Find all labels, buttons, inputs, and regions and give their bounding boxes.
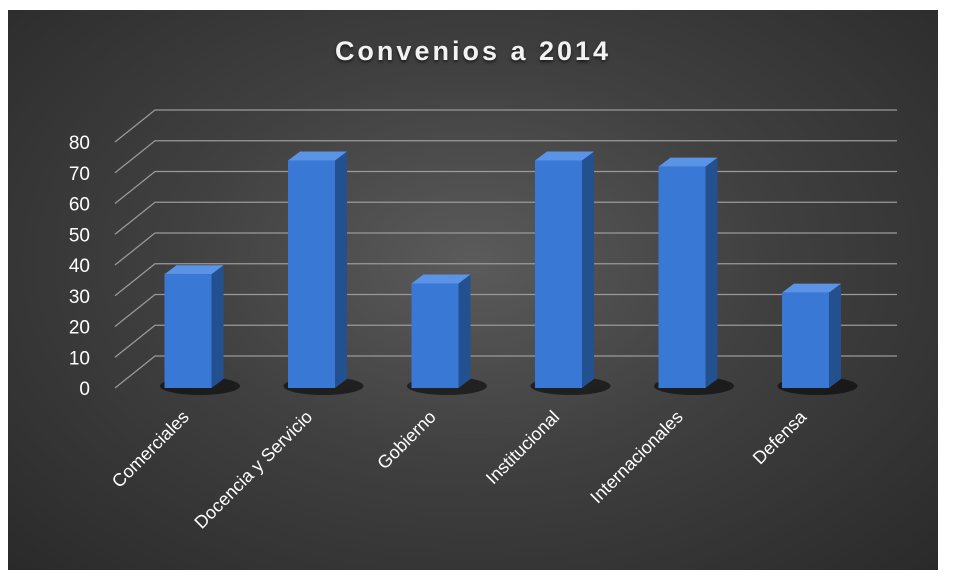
y-tick-label: 70 [69,164,90,185]
gridline [114,263,897,297]
gridlines [114,109,897,389]
bar [411,274,471,388]
bar-top [164,265,224,275]
gridline [114,324,897,358]
gridline [114,355,897,389]
gridline [114,170,897,205]
bar [288,151,347,388]
y-axis-ticks: 0 10 20 30 40 50 60 70 80 [69,133,90,400]
y-tick-label: 80 [69,133,90,154]
bar [658,157,718,388]
bar-shadows [160,377,858,395]
bar-side [829,283,841,388]
bar-side [582,151,594,388]
bar-top [411,274,471,284]
bar-front [782,292,829,388]
bar-front [535,160,582,388]
bar-front [411,283,459,388]
bar-side [705,157,718,388]
bar-side [211,265,224,388]
x-tick-label: Comerciales [108,407,193,492]
gridline [114,232,897,266]
y-tick-label: 20 [69,318,90,339]
x-tick-label: Institucional [482,407,563,488]
bars [164,151,841,388]
y-tick-label: 60 [69,195,90,216]
bar-front [164,274,212,388]
bar-top [535,151,594,161]
bar-top [658,157,718,167]
bar-side [335,151,347,388]
bar [164,265,224,388]
gridline [114,140,897,174]
x-tick-label: Gobierno [373,407,440,474]
bar [782,283,841,388]
bar [535,151,594,388]
y-tick-label: 0 [79,379,90,400]
x-tick-label: Internacionales [586,407,686,507]
y-tick-label: 50 [69,225,90,246]
bar-top [782,283,841,293]
y-tick-label: 40 [69,256,90,277]
chart-title: Convenios a 2014 [334,36,612,66]
x-tick-label: Defensa [749,406,811,468]
y-tick-label: 10 [69,348,90,369]
gridline [114,293,897,328]
y-tick-label: 30 [69,287,90,308]
bar-top [288,151,347,161]
gridline [114,201,897,235]
x-tick-label: Docencia y Servicio [190,407,316,533]
bar-front [288,160,335,388]
bar-front [658,166,706,388]
gridline [114,109,897,143]
bar-side [458,274,471,388]
chart-area: Convenios a 2014 0 10 20 30 40 50 60 70 80 Comer… [8,10,938,570]
